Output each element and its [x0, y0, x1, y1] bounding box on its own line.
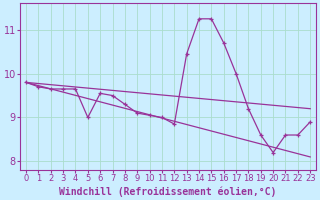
X-axis label: Windchill (Refroidissement éolien,°C): Windchill (Refroidissement éolien,°C): [60, 186, 277, 197]
